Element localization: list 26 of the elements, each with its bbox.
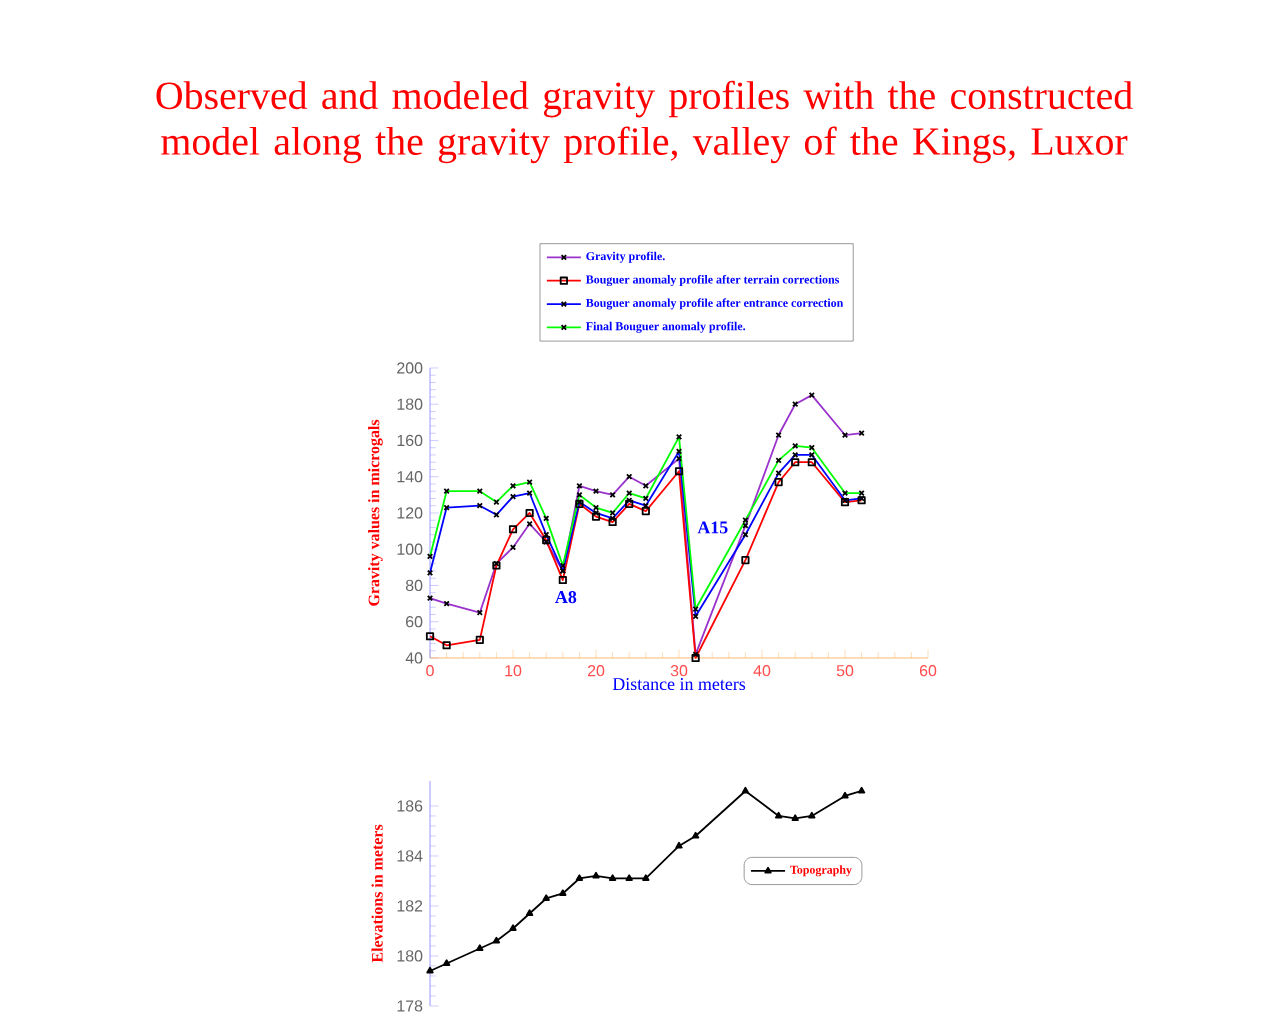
point bbox=[608, 874, 617, 881]
chart-title: Observed and modeled gravity profiles with the constructed model along the gravity profile, valley of the Kings, Luxor bbox=[156, 80, 1133, 164]
point bbox=[691, 831, 700, 839]
point bbox=[774, 811, 783, 819]
point bbox=[575, 874, 584, 881]
point bbox=[592, 871, 600, 879]
point bbox=[841, 791, 849, 799]
x-axis-title: Distance in meters bbox=[612, 678, 746, 691]
point bbox=[509, 924, 517, 931]
annotation: A15 bbox=[697, 521, 728, 534]
point bbox=[741, 786, 750, 794]
point bbox=[492, 936, 501, 944]
point bbox=[559, 889, 567, 896]
point bbox=[525, 909, 534, 916]
point bbox=[642, 874, 650, 881]
point bbox=[442, 959, 451, 966]
point bbox=[625, 874, 633, 881]
point bbox=[542, 894, 550, 901]
point bbox=[808, 811, 816, 819]
point bbox=[675, 841, 683, 849]
point bbox=[791, 814, 799, 821]
point bbox=[476, 944, 484, 951]
point bbox=[857, 786, 866, 794]
annotation: A8 bbox=[555, 591, 577, 604]
point bbox=[426, 966, 434, 974]
line-series bbox=[429, 392, 865, 658]
